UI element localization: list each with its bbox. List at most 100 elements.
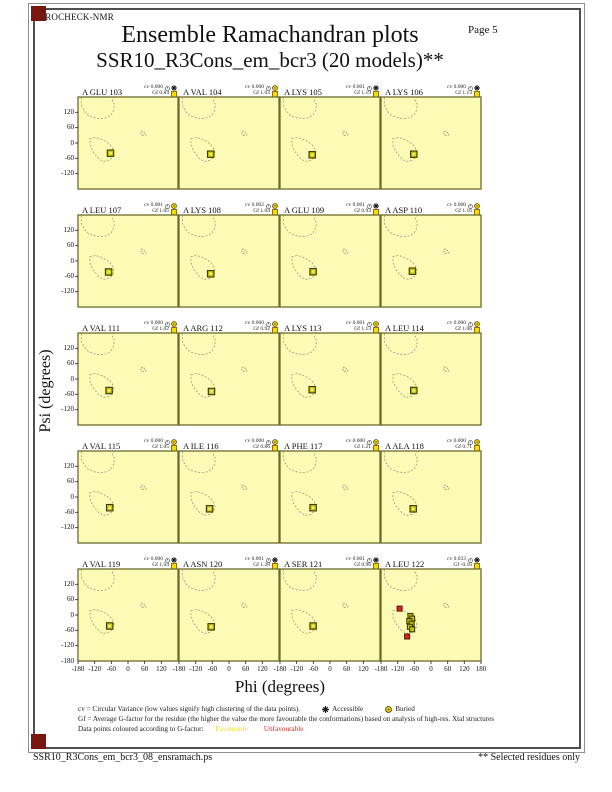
- buried-circle-icon: [474, 439, 480, 445]
- ramachandran-plot: A VAL 115 cv 0.000 Gf 1.05: [75, 438, 179, 556]
- data-point-unfavourable: [404, 633, 411, 640]
- residue-label: A LYS 106: [385, 87, 423, 97]
- x-tick-label: -60: [409, 665, 419, 673]
- y-tick-label: 120: [63, 107, 75, 116]
- plot-stats: cv 0.000 Gf 1.06: [447, 320, 480, 334]
- cv-value: cv 0.001: [346, 320, 365, 327]
- buried-circle-icon: [474, 203, 480, 209]
- x-tick-label: -120: [88, 665, 102, 673]
- y-tick-label: 0: [70, 610, 75, 619]
- x-tick-label: 0: [328, 665, 332, 673]
- clock-icon: [265, 439, 271, 445]
- accessible-star-icon: [322, 705, 330, 713]
- clock-icon: [467, 321, 473, 327]
- plot-area: [279, 332, 381, 426]
- x-tick-label: 180: [475, 665, 487, 673]
- clock-icon: [366, 439, 372, 445]
- accessible-star-icon: [272, 557, 278, 563]
- x-tick-label: 0: [429, 665, 433, 673]
- x-tick-label: -120: [391, 665, 405, 673]
- accessible-star-icon: [171, 557, 177, 563]
- data-point-favourable: [409, 626, 416, 633]
- legend-colour-text: Data points coloured according to G-fact…: [78, 725, 204, 733]
- y-tick-label: -120: [61, 523, 74, 532]
- clock-icon: [467, 439, 473, 445]
- clock-icon: [467, 85, 473, 91]
- plot-header: A LYS 106 cv 0.000 Gf 1.13: [381, 84, 482, 98]
- residue-label: A LYS 113: [284, 323, 322, 333]
- y-tick-label: 60: [67, 241, 74, 250]
- y-tick-label: -120: [61, 405, 74, 414]
- plot-area: [380, 450, 482, 544]
- plot-stats: cv 0.000 Gf 1.05: [144, 438, 177, 452]
- gf-value: Gf 1.04: [152, 562, 169, 569]
- plot-header: A SER 121 cv 0.001 Gf 0.96: [280, 556, 381, 570]
- x-tick-label: 120: [257, 665, 268, 673]
- legend-gf-text: Gf = Average G-factor for the residue (t…: [78, 715, 495, 723]
- residue-label: A GLU 109: [284, 205, 325, 215]
- plot-area: [279, 214, 381, 308]
- cv-value: cv 0.000: [144, 84, 163, 91]
- x-tick-label: 120: [358, 665, 369, 673]
- gf-value: Gf 1.13: [455, 90, 472, 97]
- x-tick-label: 60: [242, 665, 250, 673]
- plot-header: A VAL 115 cv 0.000 Gf 1.05: [78, 438, 179, 452]
- clock-icon: [366, 203, 372, 209]
- buried-circle-icon: [272, 85, 278, 91]
- plot-header: A GLU 109 cv 0.001 Gf 0.93: [280, 202, 381, 216]
- y-tick-label: 120: [63, 461, 75, 470]
- gf-value: Gf 1.19: [354, 90, 371, 97]
- cv-value: cv 0.001: [346, 84, 365, 91]
- plot-area: [75, 214, 179, 308]
- accessible-star-icon: [474, 85, 480, 91]
- buried-circle-icon: [272, 321, 278, 327]
- ramachandran-plot: A ASN 120 cv 0.001 Gf 1.28: [178, 556, 280, 674]
- plot-area: [380, 96, 482, 190]
- y-tick-label: -120: [61, 287, 74, 296]
- buried-circle-icon: [474, 321, 480, 327]
- residue-label: A LYS 105: [284, 87, 322, 97]
- buried-circle-icon: [385, 705, 393, 713]
- plot-stats: cv 0.000 Gf 0.86: [245, 438, 278, 452]
- ramachandran-plot: A LEU 122 cv 0.033 Gf -0.16: [380, 556, 482, 674]
- clock-icon: [164, 203, 170, 209]
- plot-header: A VAL 119 cv 0.000 Gf 1.04: [78, 556, 179, 570]
- legend-unfavourable-label: Unfavourable: [263, 725, 304, 733]
- gf-value: Gf 1.21: [354, 444, 371, 451]
- residue-label: A ASP 110: [385, 205, 423, 215]
- accessible-star-icon: [474, 557, 480, 563]
- x-tick-label: -60: [308, 665, 318, 673]
- cv-value: cv 0.000: [144, 556, 163, 563]
- cv-value: cv 0.002: [245, 202, 264, 209]
- footer-filename: SSR10_R3Cons_em_bcr3_08_ensramach.ps: [33, 752, 213, 763]
- y-tick-label: -60: [64, 507, 74, 516]
- residue-label: A VAL 115: [82, 441, 121, 451]
- buried-circle-icon: [171, 203, 177, 209]
- cv-value: cv 0.000: [144, 438, 163, 445]
- clock-icon: [265, 557, 271, 563]
- cv-value: cv 0.001: [245, 556, 264, 563]
- residue-label: A VAL 111: [82, 323, 120, 333]
- x-tick-label: 120: [156, 665, 167, 673]
- x-tick-label: -180: [273, 665, 287, 673]
- x-tick-label: -120: [189, 665, 203, 673]
- cv-value: cv 0.000: [144, 320, 163, 327]
- gf-value: Gf 1.06: [455, 326, 472, 333]
- page-frame-inner: [33, 8, 581, 749]
- ramachandran-plot: A LYS 113 cv 0.001 Gf 1.13: [279, 320, 381, 438]
- plot-stats: cv 0.001 Gf 0.96: [346, 556, 379, 570]
- gf-value: Gf 1.03: [253, 90, 270, 97]
- buried-circle-icon: [373, 439, 379, 445]
- legend-accessible-label: Accessible: [332, 705, 364, 713]
- gf-value: Gf -0.16: [453, 562, 472, 569]
- plot-header: A ARG 112 cv 0.000 Gf 0.92: [179, 320, 280, 334]
- cv-value: cv 0.000: [245, 438, 264, 445]
- residue-label: A VAL 104: [183, 87, 222, 97]
- y-tick-label: 120: [63, 579, 75, 588]
- plot-stats: cv 0.000 Gf 0.84: [144, 84, 177, 98]
- plot-area: [178, 332, 280, 426]
- x-tick-label: 60: [343, 665, 351, 673]
- x-tick-label: -180: [172, 665, 186, 673]
- residue-label: A LEU 114: [385, 323, 424, 333]
- plot-area: [178, 450, 280, 544]
